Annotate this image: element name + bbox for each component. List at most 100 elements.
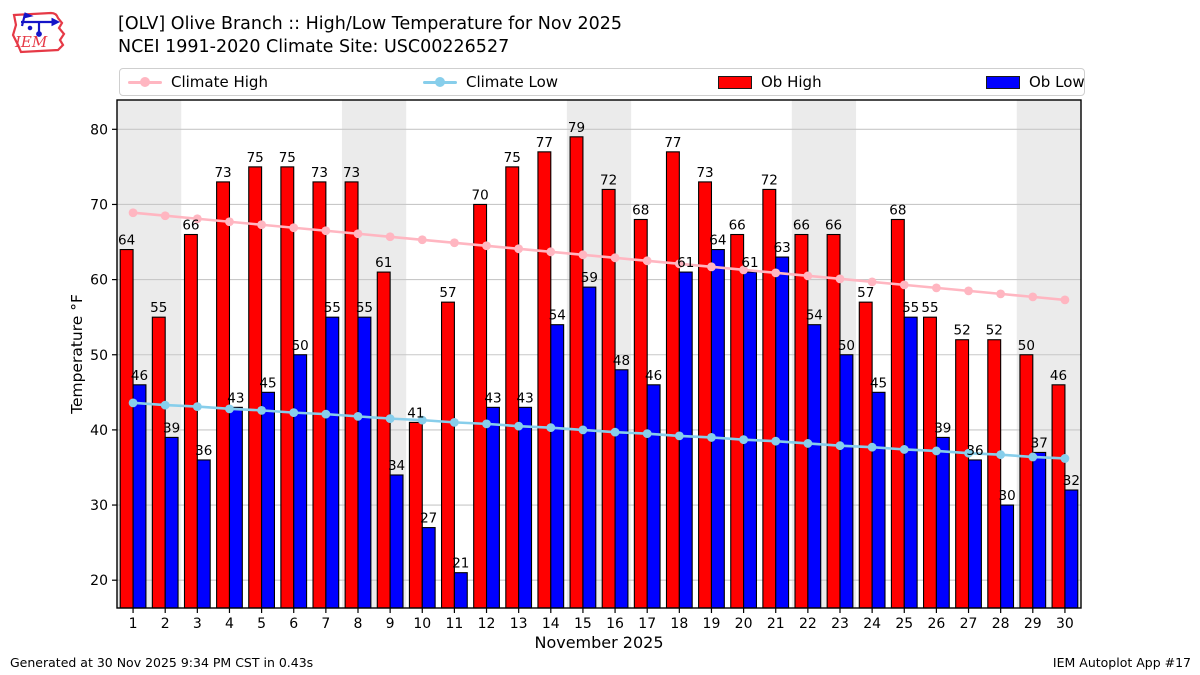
climate-low-marker [160,400,170,410]
x-tick-label: 21 [767,616,785,632]
climate-low-marker [450,417,459,427]
climate-high-marker [610,253,620,263]
ob-high-value-label: 52 [954,323,971,339]
x-tick-label: 12 [478,616,496,632]
ob-low-bar [518,406,533,609]
ob-low-bar [421,527,436,609]
ob-low-value-label: 64 [709,233,726,249]
x-tick-label: 22 [799,616,817,632]
ob-low-bar [839,354,854,609]
ob-high-bar [376,271,391,609]
ob-low-value-label: 32 [1063,473,1080,489]
legend-item-ob-low: Ob Low [986,69,1085,95]
climate-high-marker [642,256,652,266]
climate-high-marker [578,250,588,260]
ob-low-value-label: 61 [741,255,758,271]
legend-item-climate-low: Climate Low [423,69,558,95]
ob-low-bar [228,406,243,609]
ob-low-bar [775,256,790,609]
climate-high-marker [1028,292,1038,302]
climate-high-marker [867,277,877,287]
ob-low-value-label: 43 [516,390,533,406]
x-tick-label: 2 [161,616,170,632]
ob-low-value-label: 46 [131,368,148,384]
ob-high-value-label: 57 [439,285,456,301]
climate-low-marker [739,435,748,445]
ob-high-bar [858,301,873,609]
y-tick-label: 80 [90,122,108,138]
ob-low-value-label: 45 [259,375,276,391]
ob-low-value-label: 61 [677,255,694,271]
climate-low-marker [225,404,234,414]
climate-low-marker [289,408,299,418]
ob-high-bar [826,233,841,609]
ob-low-bar [967,459,982,609]
legend: Climate High Climate Low Ob High Ob Low [119,68,1085,96]
climate-low-marker [899,445,909,454]
ob-low-bar [646,384,661,609]
ob-high-bar [183,233,198,609]
climate-high-marker [835,274,845,284]
climate-high-marker [482,241,491,251]
legend-color-swatch [986,75,1020,89]
x-tick-label: 27 [960,616,978,632]
ob-high-bar [794,233,809,609]
climate-low-marker [1060,454,1070,463]
climate-high-marker [932,283,941,293]
ob-high-value-label: 55 [921,300,938,316]
ob-high-bar [1019,354,1034,609]
ob-high-value-label: 75 [504,150,521,166]
ob-low-value-label: 46 [645,368,662,384]
ob-high-value-label: 73 [311,165,328,181]
climate-low-marker [514,421,524,431]
climate-low-marker [385,414,395,424]
legend-label: Climate High [171,73,268,91]
climate-low-marker [835,441,845,451]
ob-high-value-label: 77 [536,135,553,151]
ob-high-bar [922,316,937,609]
climate-low-marker [996,450,1006,460]
ob-low-value-label: 55 [324,300,341,316]
ob-low-bar [357,316,372,609]
ob-low-value-label: 43 [484,390,501,406]
ob-low-bar [293,354,308,609]
x-tick-label: 4 [225,616,234,632]
climate-high-marker [1060,295,1070,305]
y-tick-label: 60 [90,273,108,289]
ob-high-value-label: 68 [632,202,649,218]
ob-high-bar [987,339,1002,609]
chart-subtitle: NCEI 1991-2020 Climate Site: USC00226527 [118,37,510,57]
chart-header: [OLV] Olive Branch :: High/Low Temperatu… [118,13,622,59]
ob-low-bar [710,248,725,609]
climate-high-marker [353,229,363,239]
ob-low-bar [453,572,468,609]
climate-low-marker [707,433,716,442]
climate-high-marker [674,259,684,269]
ob-low-value-label: 27 [420,511,437,527]
y-tick-label: 70 [90,197,108,213]
ob-high-value-label: 46 [1050,368,1067,384]
climate-high-marker [899,280,909,290]
climate-high-marker [739,265,748,275]
climate-high-marker [225,217,234,227]
ob-high-value-label: 79 [568,120,585,136]
climate-low-marker [1028,452,1038,462]
ob-high-value-label: 66 [793,218,810,234]
ob-low-value-label: 39 [163,420,180,436]
ob-low-value-label: 30 [998,488,1015,504]
ob-low-value-label: 54 [806,308,823,324]
x-tick-label: 23 [831,616,849,632]
ob-high-bar [601,188,616,609]
climate-high-marker [964,286,973,296]
y-tick-label: 40 [90,423,108,439]
climate-high-marker [257,220,266,230]
climate-high-marker [771,268,781,278]
legend-line-sample [128,75,162,89]
ob-high-value-label: 50 [1018,338,1035,354]
ob-high-value-label: 73 [214,165,231,181]
ob-high-bar [665,151,680,609]
y-axis-label: Temperature °F [68,294,86,415]
x-axis-label: November 2025 [534,633,663,652]
x-tick-label: 9 [386,616,395,632]
